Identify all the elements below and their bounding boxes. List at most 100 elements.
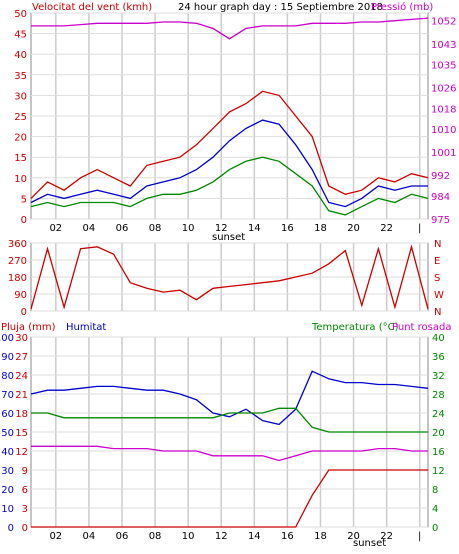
wind-pressure-panel: 02 04 06 08 10 12 14 16 18 20 22 | 0 5 10 15 20 25 30 35 40 4… <box>14 1 456 243</box>
humidity-temperature-panel: 02 04 06 08 10 12 14 16 18 20 22 |0 0 010 3 420 6 830 9 124… <box>0 322 451 549</box>
humidity-y-tick: 70 <box>1 390 14 401</box>
series-line-0 <box>30 244 429 310</box>
series-line-3 <box>31 17 429 40</box>
x-tick-label: 02 <box>49 223 62 234</box>
wind-y-tick: 45 <box>14 30 27 41</box>
x-tick-label: 18 <box>314 531 327 542</box>
wind-y-tick: 0 <box>21 215 27 226</box>
x-tick-label: 10 <box>182 223 195 234</box>
rain-y-tick: 0 <box>22 523 28 534</box>
wind-speed-label: Velocitat del vent (kmh) <box>32 2 152 13</box>
chart-title: 24 hour graph day : 15 Septiembre 2018 <box>178 2 383 13</box>
humidity-y-tick: 60 <box>1 409 14 420</box>
x-tick-label: 08 <box>149 531 162 542</box>
compass-label: N <box>434 307 441 318</box>
pressure-y-tick: 975 <box>431 215 450 226</box>
humidity-y-tick: 100 <box>0 333 14 344</box>
direction-y-tick: 360 <box>8 239 27 250</box>
compass-label: S <box>434 273 440 284</box>
rain-y-tick: 27 <box>15 352 28 363</box>
direction-y-tick: 270 <box>8 256 27 267</box>
x-tick-label: | <box>418 223 421 234</box>
temperature-y-tick: 20 <box>432 428 445 439</box>
series-line-2 <box>30 156 429 216</box>
x-tick-label: 06 <box>116 531 129 542</box>
rain-y-tick: 18 <box>15 409 28 420</box>
wind-y-tick: 50 <box>14 9 27 20</box>
wind-y-tick: 40 <box>14 50 27 61</box>
rain-label: Pluja (mm) <box>1 322 56 333</box>
x-tick-label: 12 <box>215 223 228 234</box>
pressure-y-tick: 1035 <box>431 61 456 72</box>
series-line-0 <box>30 370 429 426</box>
pressure-y-tick: 1043 <box>431 40 456 51</box>
x-tick-label: 20 <box>347 223 360 234</box>
pressure-y-tick: 992 <box>431 171 450 182</box>
wind-y-tick: 30 <box>14 91 27 102</box>
sunset-label-3: sunset <box>353 538 386 549</box>
wind-y-tick: 5 <box>21 194 27 205</box>
temperature-y-tick: 8 <box>432 485 438 496</box>
x-tick-label: 06 <box>116 223 129 234</box>
rain-y-tick: 24 <box>15 371 28 382</box>
x-tick-label: 02 <box>49 531 62 542</box>
humidity-y-tick: 40 <box>1 447 14 458</box>
series-line-1 <box>30 119 428 208</box>
pressure-y-tick: 984 <box>431 192 450 203</box>
humidity-y-tick: 30 <box>1 466 14 477</box>
humidity-y-tick: 90 <box>1 352 14 363</box>
temperature-y-tick: 12 <box>432 466 445 477</box>
humidity-y-tick: 10 <box>1 504 14 515</box>
series-line-1 <box>31 407 428 433</box>
rain-y-tick: 30 <box>15 333 28 344</box>
x-tick-label: 10 <box>182 531 195 542</box>
temperature-y-tick: 16 <box>432 447 445 458</box>
rain-y-tick: 6 <box>22 485 28 496</box>
series-line-2 <box>31 445 428 462</box>
temperature-y-tick: 36 <box>432 352 445 363</box>
compass-label: W <box>434 290 444 301</box>
wind-y-tick: 15 <box>14 153 27 164</box>
pressure-y-tick: 1018 <box>431 104 456 115</box>
x-tick-label: 14 <box>248 223 261 234</box>
direction-y-tick: 0 <box>21 307 27 318</box>
pressure-y-tick: 1001 <box>431 148 456 159</box>
humidity-y-tick: 50 <box>1 428 14 439</box>
pressure-y-tick: 1052 <box>431 17 456 28</box>
x-tick-label: 12 <box>215 531 228 542</box>
direction-y-tick: 180 <box>8 273 27 284</box>
x-tick-label: 22 <box>380 531 393 542</box>
x-tick-label: 20 <box>347 531 360 542</box>
humidity-y-tick: 20 <box>1 485 14 496</box>
rain-y-tick: 15 <box>15 428 28 439</box>
compass-label: N <box>434 239 441 250</box>
wind-y-tick: 20 <box>14 133 27 144</box>
rain-y-tick: 12 <box>15 447 28 458</box>
temperature-y-tick: 32 <box>432 371 445 382</box>
x-tick-label: 18 <box>314 223 327 234</box>
humidity-y-tick: 80 <box>1 371 14 382</box>
temperature-y-tick: 24 <box>432 409 445 420</box>
x-tick-label: 16 <box>281 223 294 234</box>
compass-label: E <box>434 256 440 267</box>
dewpoint-label: Punt rosada <box>392 322 451 333</box>
x-tick-label: 08 <box>149 223 162 234</box>
rain-y-tick: 3 <box>22 504 28 515</box>
x-tick-label: 04 <box>83 223 96 234</box>
wind-y-tick: 25 <box>14 112 27 123</box>
x-tick-label: 16 <box>281 531 294 542</box>
wind-y-tick: 35 <box>14 71 27 82</box>
humidity-y-tick: 0 <box>8 523 14 534</box>
pressure-label: Pressió (mb) <box>371 1 433 13</box>
x-tick-label: 04 <box>83 531 96 542</box>
pressure-y-tick: 1010 <box>431 125 456 136</box>
rain-y-tick: 9 <box>22 466 28 477</box>
direction-y-tick: 90 <box>14 290 27 301</box>
wind-y-tick: 10 <box>14 174 27 185</box>
x-tick-label: 14 <box>248 531 261 542</box>
x-tick-label: 22 <box>380 223 393 234</box>
sunset-label-1: sunset <box>212 232 245 243</box>
temperature-y-tick: 40 <box>432 333 445 344</box>
